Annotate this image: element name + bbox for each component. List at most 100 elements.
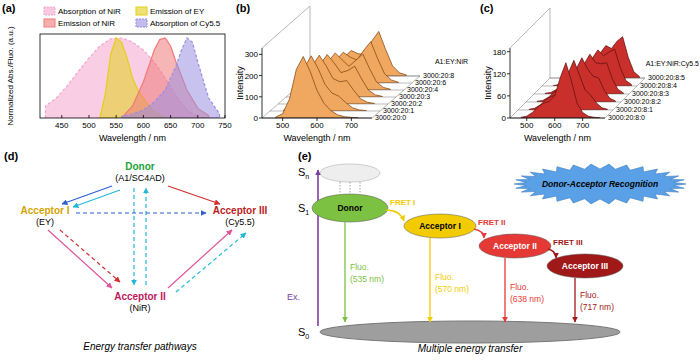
x-tick-label: 500 (276, 121, 290, 130)
arrow (168, 230, 232, 288)
x-tick (170, 115, 171, 118)
fret-label: FRET II (478, 218, 506, 227)
series-label: 3000:20:8 (423, 72, 454, 79)
x-tick-label: 600 (548, 121, 562, 130)
y-tick (259, 54, 262, 55)
legend-swatch (44, 7, 55, 15)
species-label: Donor (337, 203, 363, 213)
x-axis (510, 118, 605, 119)
legend-swatch (44, 19, 55, 27)
fret-arrow (386, 210, 404, 221)
panel-label: (e) (298, 150, 312, 162)
y-tick (507, 73, 510, 74)
y-axis-label: Intensity (483, 66, 493, 100)
figure: (a)450500550600650700750Wavelength / nmN… (0, 0, 700, 360)
y-tick (259, 96, 262, 97)
fluo-label: Fluo. (350, 262, 369, 272)
fret-label: FRET III (553, 238, 583, 247)
box-edge (510, 8, 550, 48)
ground-state (320, 321, 620, 343)
legend-swatch (136, 7, 147, 15)
y-axis-label: Normalized Abs./Fluo. (a.u.) (6, 26, 15, 125)
arrow (344, 222, 345, 322)
series-label: 3000:20:8:0 (608, 114, 645, 121)
arrow (48, 230, 112, 288)
fluo-label: Fluo. (580, 290, 599, 300)
arrow (317, 170, 319, 326)
series-label: 3000:20:1 (383, 107, 414, 114)
state-subscript: 0 (305, 333, 309, 340)
y-tick (507, 118, 510, 119)
fluo-wavelength: (570 nm) (435, 284, 469, 294)
y-tick-label: 60 (497, 92, 506, 101)
fluo-wavelength: (535 nm) (350, 274, 384, 284)
panel-label: (b) (236, 2, 250, 14)
fret-arrow (474, 229, 484, 238)
plot-area (45, 38, 219, 118)
caption: Energy transfer pathways (83, 341, 196, 352)
spectrum (276, 56, 359, 118)
arrow (145, 188, 146, 285)
series-label: 3000:20:8:5 (648, 74, 685, 81)
series-axis-label: A1:EY:NiR (435, 58, 468, 65)
box-edge (262, 6, 310, 48)
fluo-label: Fluo. (435, 272, 454, 282)
y-tick (259, 118, 262, 119)
y-tick (507, 51, 510, 52)
fret-label: FRET I (390, 198, 415, 207)
panel-label: (a) (2, 2, 16, 14)
y-tick (259, 75, 262, 76)
series-label: 3000:20:6 (415, 79, 446, 86)
y-tick-label: 120 (493, 70, 507, 79)
arrow (176, 233, 246, 292)
x-tick (197, 115, 198, 118)
y-tick-label: 300 (245, 50, 259, 59)
state-label: S1 (298, 202, 309, 216)
series-label: 3000:20:8:3 (632, 90, 669, 97)
x-tick-label: 750 (218, 121, 232, 130)
x-tick-label: 650 (164, 121, 178, 130)
arrow (76, 212, 206, 213)
x-axis-label: Wavelength / nm (99, 133, 166, 143)
fluo-wavelength: (638 nm) (510, 294, 544, 304)
state-subscript: 1 (305, 209, 309, 216)
x-tick-label: 700 (345, 121, 359, 130)
recognition-label: Donor-Acceptor Recognition (542, 179, 658, 189)
fluo-wavelength: (717 nm) (580, 302, 614, 312)
node-subtitle: (EY) (36, 217, 54, 227)
node-subtitle: (Cy5.5) (225, 217, 255, 227)
node-title: Acceptor III (213, 205, 268, 216)
node-subtitle: (A1/SC4AD) (115, 173, 165, 183)
series-label: 3000:20:2 (391, 100, 422, 107)
species-label: Acceptor III (562, 261, 608, 271)
legend-label: Emission of EY (150, 7, 205, 16)
series-label: 3000:20:0 (375, 114, 406, 121)
caption: Multiple energy transfer (418, 343, 523, 354)
state-label: S0 (298, 326, 309, 340)
panel-label: (d) (4, 150, 18, 162)
series-label: 3000:20:8:2 (624, 98, 661, 105)
x-tick (225, 115, 226, 118)
x-tick-label: 550 (109, 121, 123, 130)
arrow (574, 278, 575, 322)
node-title: Acceptor II (114, 291, 166, 302)
x-tick-label: 700 (191, 121, 205, 130)
species-state (312, 194, 388, 222)
series-axis-label: A1:EY:NiR:Cy5.5 (646, 60, 699, 68)
x-tick-label: 500 (520, 121, 534, 130)
x-axis-label: Wavelength / nm (283, 133, 350, 143)
y-tick (507, 95, 510, 96)
arrow (60, 230, 120, 282)
x-tick-label: 600 (137, 121, 151, 130)
excitation-label: Ex. (287, 292, 300, 302)
relaxation (360, 182, 361, 194)
y-tick-label: 100 (245, 93, 259, 102)
species-label: Acceptor I (419, 221, 461, 231)
series-label: 3000:20:3 (399, 93, 430, 100)
species-state (479, 234, 551, 258)
arrow (133, 188, 134, 285)
relaxation (340, 182, 341, 194)
arrow (168, 186, 220, 204)
fluo-label: Fluo. (510, 282, 529, 292)
x-tick (143, 115, 144, 118)
